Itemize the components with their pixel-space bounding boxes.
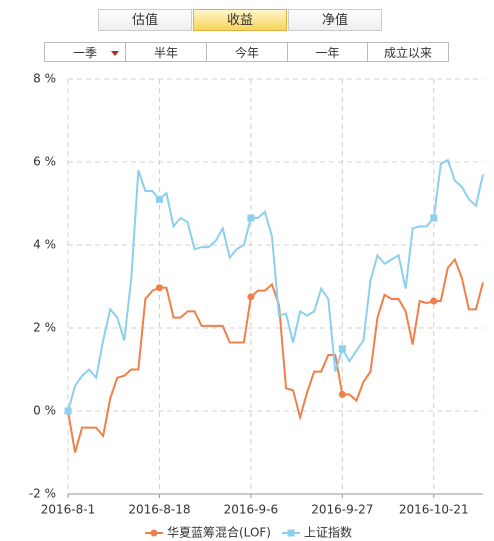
tab[interactable]: 净值 bbox=[288, 9, 382, 31]
period-button[interactable]: 半年 bbox=[125, 42, 207, 62]
point bbox=[155, 284, 163, 292]
point bbox=[247, 214, 255, 222]
series-line bbox=[67, 257, 484, 453]
tab[interactable]: 收益 bbox=[193, 9, 287, 31]
x-tick-label: 2016-9-6 bbox=[224, 503, 278, 517]
x-tick-label: 2016-8-1 bbox=[41, 503, 95, 517]
dropdown-arrow bbox=[111, 51, 119, 56]
x-tick-label: 2016-10-21 bbox=[399, 503, 469, 517]
y-tick-label: 2 % bbox=[33, 321, 56, 335]
period-button[interactable]: 一季 bbox=[44, 42, 126, 62]
y-tick-label: 0 % bbox=[33, 404, 56, 418]
x-tick-label: 2016-9-27 bbox=[311, 503, 373, 517]
point bbox=[247, 293, 255, 301]
y-tick-label: 6 % bbox=[33, 155, 56, 169]
period-button[interactable]: 今年 bbox=[206, 42, 288, 62]
y-tick-label: 4 % bbox=[33, 238, 56, 252]
point bbox=[155, 195, 163, 203]
y-tick-label: 8 % bbox=[33, 72, 56, 86]
tab[interactable]: 估值 bbox=[98, 9, 192, 31]
legend-label: 华夏蓝筹混合(LOF) bbox=[167, 525, 271, 540]
point bbox=[338, 390, 346, 398]
point bbox=[64, 407, 72, 415]
period-button[interactable]: 成立以来 bbox=[367, 42, 449, 62]
legend-marker bbox=[287, 529, 295, 537]
x-tick-label: 2016-8-18 bbox=[128, 503, 190, 517]
series-line bbox=[67, 158, 484, 412]
point bbox=[430, 297, 438, 305]
y-tick-label: -2 % bbox=[29, 487, 56, 501]
legend-marker bbox=[150, 529, 158, 537]
legend-label: 上证指数 bbox=[304, 525, 352, 540]
point bbox=[338, 345, 346, 353]
point bbox=[430, 214, 438, 222]
